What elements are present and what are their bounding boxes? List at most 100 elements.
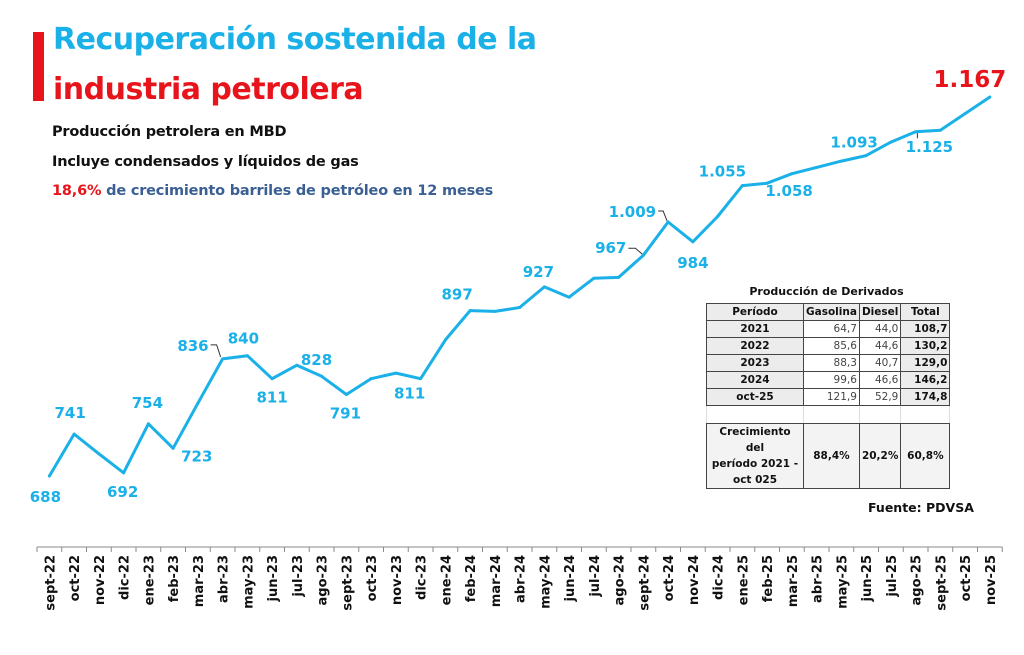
data-label: 741 — [54, 404, 85, 422]
label-leader-line — [628, 247, 643, 255]
data-point — [963, 112, 967, 116]
x-tick-label: sept-22 — [43, 555, 58, 611]
cell-periodo: 2023 — [706, 354, 804, 372]
data-point — [72, 432, 76, 436]
cell-diesel: 46,6 — [858, 371, 902, 389]
title-line-1: Recuperación sostenida de la — [53, 22, 537, 57]
x-tick-label: mar-25 — [786, 555, 801, 607]
data-label: 828 — [301, 351, 332, 369]
data-point — [419, 377, 423, 381]
data-point — [344, 393, 348, 397]
x-tick-label: ene-23 — [142, 555, 157, 605]
data-label: 791 — [330, 405, 361, 423]
data-point — [765, 181, 769, 185]
data-label: 692 — [107, 483, 138, 501]
x-tick-label: sept-24 — [637, 555, 652, 611]
data-point — [443, 338, 447, 342]
spacer-cell — [858, 405, 902, 424]
data-point — [567, 295, 571, 299]
spacer-cell — [706, 405, 804, 424]
data-point — [245, 354, 249, 358]
data-point — [171, 446, 175, 450]
x-tick-label: abr-24 — [514, 555, 529, 603]
data-point — [815, 165, 819, 169]
x-tick-label: dic-22 — [118, 555, 133, 600]
growth-label-line: período 2021 - — [711, 458, 799, 470]
source-note: Fuente: PDVSA — [868, 500, 974, 515]
data-point — [97, 452, 101, 456]
growth-percent: 18,6% — [52, 183, 102, 199]
derivatives-table: Período Gasolina Diesel Total 2021 64,7 … — [706, 303, 951, 489]
data-point — [369, 377, 373, 381]
data-point — [47, 474, 51, 478]
x-tick-label: mar-23 — [192, 555, 207, 607]
table-row: oct-25 121,9 52,9 174,8 — [706, 388, 951, 406]
x-tick-label: nov-23 — [390, 555, 405, 605]
growth-diesel: 20,2% — [858, 423, 902, 489]
data-label: 897 — [441, 286, 472, 304]
label-leader-line — [210, 344, 222, 358]
data-point — [790, 172, 794, 176]
x-tick-label: ene-24 — [439, 555, 454, 605]
data-point — [270, 377, 274, 381]
x-tick-label: ago-25 — [910, 555, 925, 606]
data-point — [221, 357, 225, 361]
x-tick-label: jul-25 — [885, 555, 900, 598]
data-label: 811 — [394, 385, 425, 403]
data-label: 1.009 — [609, 203, 656, 221]
data-label: 927 — [523, 263, 554, 281]
cell-total: 129,0 — [900, 354, 951, 372]
data-point — [641, 253, 645, 257]
x-tick-label: jun-25 — [860, 555, 875, 602]
table-row: 2024 99,6 46,6 146,2 — [706, 371, 951, 389]
cell-gasolina: 121,9 — [803, 388, 860, 406]
cell-total: 146,2 — [900, 371, 951, 389]
label-leader-line — [658, 210, 668, 222]
cell-total: 130,2 — [900, 337, 951, 355]
x-tick-label: dic-24 — [712, 555, 727, 600]
cell-total: 174,8 — [900, 388, 951, 406]
x-tick-label: jul-23 — [291, 555, 306, 598]
data-label: 840 — [228, 330, 259, 348]
x-tick-label: abr-25 — [811, 555, 826, 603]
title-line-2: industria petrolera — [53, 72, 364, 107]
header-total: Total — [900, 303, 951, 321]
header-periodo: Período — [706, 303, 804, 321]
cell-gasolina: 85,6 — [803, 337, 860, 355]
table-header-row: Período Gasolina Diesel Total — [706, 303, 951, 321]
subtitle-growth: 18,6% de crecimiento barriles de petróle… — [52, 183, 493, 199]
x-tick-label: feb-24 — [464, 555, 479, 602]
x-tick-label: may-24 — [538, 555, 553, 609]
x-tick-label: abr-23 — [217, 555, 232, 603]
data-point — [196, 401, 200, 405]
table-row: 2022 85,6 44,6 130,2 — [706, 337, 951, 355]
cell-gasolina: 88,3 — [803, 354, 860, 372]
x-tick-label: feb-25 — [761, 555, 776, 602]
data-point — [988, 95, 992, 99]
growth-gasolina: 88,4% — [803, 423, 860, 489]
data-point — [839, 159, 843, 163]
data-point — [938, 128, 942, 132]
x-tick-label: ago-23 — [316, 555, 331, 606]
x-tick-label: sept-25 — [934, 555, 949, 611]
growth-total: 60,8% — [900, 423, 951, 489]
data-label: 688 — [30, 488, 61, 506]
data-point — [493, 309, 497, 313]
data-point — [394, 371, 398, 375]
growth-label-line: Crecimiento del — [719, 426, 791, 454]
data-point — [295, 363, 299, 367]
x-tick-label: ene-25 — [736, 555, 751, 605]
data-labels: 688 741 692 754 723 836 840 811 828 791 811 897 927 9… — [30, 67, 1007, 506]
subtitle-units: Producción petrolera en MBD — [52, 124, 287, 140]
subtitle-includes: Incluye condensados y líquidos de gas — [52, 154, 359, 170]
x-tick-label: nov-24 — [687, 555, 702, 605]
spacer-cell — [803, 405, 860, 424]
data-point — [666, 220, 670, 224]
x-tick-label: jul-24 — [588, 555, 603, 598]
data-point — [864, 154, 868, 158]
data-point — [542, 285, 546, 289]
header-diesel: Diesel — [858, 303, 902, 321]
cell-total: 108,7 — [900, 320, 951, 338]
data-point — [320, 374, 324, 378]
